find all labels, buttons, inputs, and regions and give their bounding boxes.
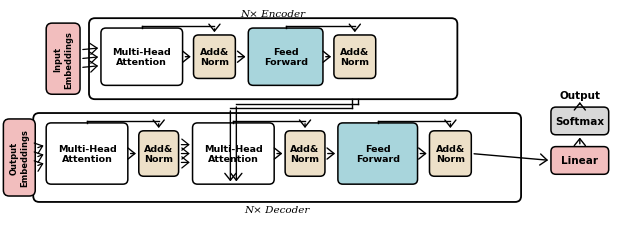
FancyBboxPatch shape xyxy=(193,36,236,79)
Text: Add&
Norm: Add& Norm xyxy=(200,48,229,67)
FancyBboxPatch shape xyxy=(139,131,178,176)
FancyBboxPatch shape xyxy=(338,123,418,184)
FancyBboxPatch shape xyxy=(551,147,609,175)
Text: Linear: Linear xyxy=(561,156,598,166)
Text: Softmax: Softmax xyxy=(555,116,604,126)
Text: Multi-Head
Attention: Multi-Head Attention xyxy=(58,144,116,164)
FancyBboxPatch shape xyxy=(551,108,609,135)
Text: Output: Output xyxy=(560,91,600,101)
Text: Add&
Norm: Add& Norm xyxy=(340,48,369,67)
Text: Feed
Forward: Feed Forward xyxy=(355,144,399,164)
Text: Multi-Head
Attention: Multi-Head Attention xyxy=(204,144,263,164)
Text: N× Decoder: N× Decoder xyxy=(244,205,310,214)
Text: Add&
Norm: Add& Norm xyxy=(290,144,320,164)
FancyBboxPatch shape xyxy=(334,36,376,79)
FancyBboxPatch shape xyxy=(430,131,471,176)
FancyBboxPatch shape xyxy=(3,119,35,196)
Text: Add&
Norm: Add& Norm xyxy=(436,144,465,164)
Text: Output
Embeddings: Output Embeddings xyxy=(9,129,29,187)
FancyBboxPatch shape xyxy=(101,29,183,86)
Text: Add&
Norm: Add& Norm xyxy=(144,144,173,164)
Text: Input
Embeddings: Input Embeddings xyxy=(53,31,73,88)
FancyBboxPatch shape xyxy=(46,123,128,184)
FancyBboxPatch shape xyxy=(285,131,325,176)
FancyBboxPatch shape xyxy=(46,24,80,95)
Text: Feed
Forward: Feed Forward xyxy=(264,48,308,67)
Text: Multi-Head
Attention: Multi-Head Attention xyxy=(112,48,171,67)
FancyBboxPatch shape xyxy=(248,29,323,86)
Text: N× Encoder: N× Encoder xyxy=(241,10,306,19)
FancyBboxPatch shape xyxy=(193,123,274,184)
